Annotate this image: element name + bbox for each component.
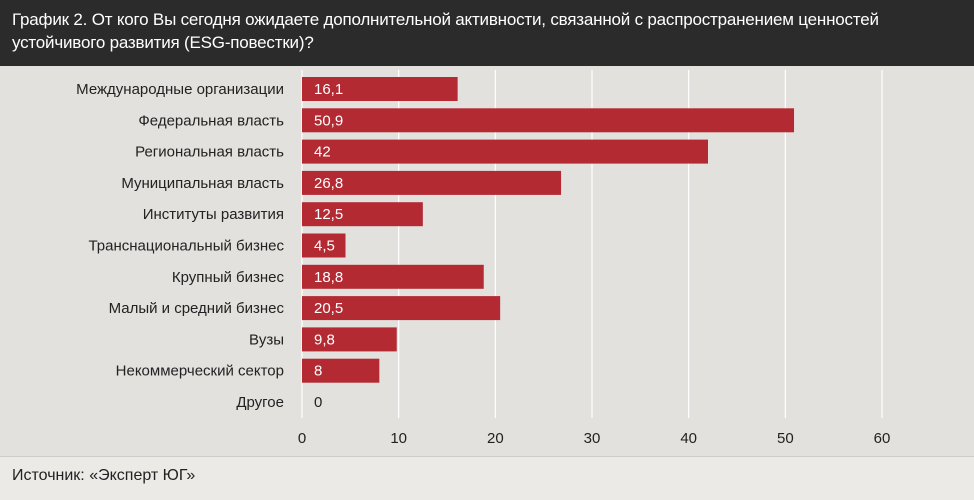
chart-title: График 2. От кого Вы сегодня ожидаете до… xyxy=(12,10,879,52)
bar xyxy=(302,296,501,321)
value-label: 12,5 xyxy=(314,206,343,223)
value-label: 18,8 xyxy=(314,269,343,286)
value-label: 9,8 xyxy=(314,331,335,348)
bar xyxy=(302,233,346,258)
category-label: Крупный бизнес xyxy=(172,269,285,286)
value-label: 16,1 xyxy=(314,81,343,98)
x-tick-label: 50 xyxy=(777,430,794,447)
category-label: Международные организации xyxy=(76,81,284,98)
bar xyxy=(302,264,484,289)
x-tick-label: 0 xyxy=(298,430,306,447)
bar xyxy=(302,108,795,133)
value-label: 50,9 xyxy=(314,112,343,129)
category-label: Вузы xyxy=(249,331,284,348)
source-note: Источник: «Эксперт ЮГ» xyxy=(12,467,196,484)
category-label: Муниципальная власть xyxy=(121,175,284,192)
bar-chart: Международные организации 16,1 Федеральная… xyxy=(76,70,891,447)
category-label: Малый и средний бизнес xyxy=(109,300,285,317)
value-label: 4,5 xyxy=(314,238,335,255)
chart-footer: Источник: «Эксперт ЮГ» xyxy=(0,456,974,500)
value-label: 20,5 xyxy=(314,300,343,317)
value-label: 42 xyxy=(314,144,331,161)
bar xyxy=(302,139,708,164)
category-label: Институты развития xyxy=(143,206,284,223)
value-label: 8 xyxy=(314,363,322,380)
category-label: Федеральная власть xyxy=(138,112,284,129)
category-label: Другое xyxy=(236,394,284,411)
x-tick-label: 60 xyxy=(874,430,891,447)
x-tick-label: 20 xyxy=(487,430,504,447)
bar xyxy=(302,170,562,195)
category-label: Транснациональный бизнес xyxy=(88,238,284,255)
chart-header: График 2. От кого Вы сегодня ожидаете до… xyxy=(0,0,974,66)
x-tick-label: 40 xyxy=(680,430,697,447)
category-label: Региональная власть xyxy=(135,144,284,161)
bar xyxy=(302,202,423,227)
bar xyxy=(302,358,380,383)
value-label: 26,8 xyxy=(314,175,343,192)
bar xyxy=(302,77,458,101)
value-label: 0 xyxy=(314,394,322,411)
x-tick-label: 10 xyxy=(390,430,407,447)
bar xyxy=(302,327,397,352)
category-label: Некоммерческий сектор xyxy=(116,363,284,380)
x-tick-label: 30 xyxy=(584,430,601,447)
chart-plot-area: Международные организации 16,1 Федеральная… xyxy=(0,66,974,456)
